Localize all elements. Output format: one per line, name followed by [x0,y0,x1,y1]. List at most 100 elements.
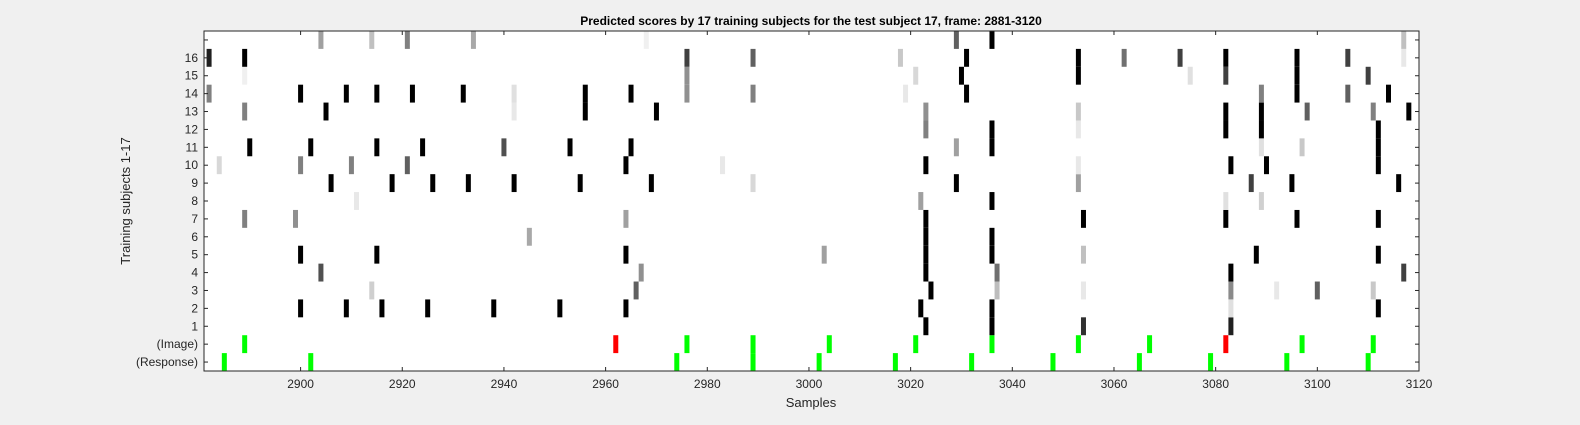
heatmap-cell [989,120,995,139]
heatmap-cell [953,31,959,49]
heatmap-cell [1075,174,1081,193]
heatmap-cell [1075,48,1081,67]
heatmap-cell [1299,138,1305,157]
heatmap-cell [1223,192,1229,210]
heatmap-cell [404,156,410,175]
heatmap-cell [425,299,431,318]
y-tick-label: 8 [191,194,198,208]
heatmap-cell [577,174,583,193]
y-axis-label: Training subjects 1-17 [118,137,133,264]
y-tick-label: 16 [185,51,199,65]
heatmap-cell [989,192,995,210]
heatmap-cell [1258,120,1264,139]
heatmap-cell [348,156,354,175]
heatmap-cell [923,227,929,246]
heatmap-cell [994,281,1000,300]
heatmap-cell [1147,335,1153,354]
y-tick-label: 10 [185,158,199,172]
heatmap-cell [684,335,690,354]
y-tick-label: (Response) [136,355,198,369]
heatmap-cell [989,299,995,318]
heatmap-cell [293,209,299,228]
heatmap-cell [750,353,756,371]
heatmap-cell [923,245,929,264]
x-tick-label: 3020 [897,377,924,391]
heatmap-cell [379,299,385,318]
heatmap-cell [923,209,929,228]
x-tick-label: 2980 [694,377,721,391]
heatmap-cell [1274,281,1280,300]
heatmap-cell [308,353,314,371]
y-tick-label: 5 [191,248,198,262]
x-tick-label: 2940 [491,377,518,391]
heatmap-cell [216,156,222,175]
heatmap-cell [242,335,248,354]
heatmap-cell [720,156,726,175]
heatmap-cell [613,335,619,354]
heatmap-cell [557,299,563,318]
heatmap-cell [897,48,903,67]
heatmap-cell [1385,84,1391,103]
heatmap-cell [206,48,212,67]
heatmap-cell [1136,353,1142,371]
heatmap-cell [1223,48,1229,67]
heatmap-cell [953,138,959,157]
heatmap-cell [923,156,929,175]
heatmap-cell [1121,48,1127,67]
heatmap-cell [1080,245,1086,264]
heatmap-cell [1248,174,1254,193]
heatmap-cell [1258,102,1264,121]
heatmap-cell [374,84,380,103]
x-tick-label: 3080 [1202,377,1229,391]
heatmap-cell [1284,353,1290,371]
heatmap-cell [1177,48,1183,67]
heatmap-cell [465,174,471,193]
heatmap-cell [1258,84,1264,103]
heatmap-cell [653,102,659,121]
heatmap-cell [923,120,929,139]
heatmap-cell [964,48,970,67]
heatmap-cell [923,102,929,121]
heatmap-cell [1228,299,1234,318]
heatmap-cell [750,174,756,193]
chart-title: Predicted scores by 17 training subjects… [580,14,1042,28]
heatmap-cell [1258,192,1264,210]
heatmap-cell [643,31,649,49]
heatmap-cell [343,84,349,103]
heatmap-cell [501,138,507,157]
heatmap-cell [1075,66,1081,85]
heatmap-cell [989,138,995,157]
y-tick-label: 7 [191,212,198,226]
heatmap-cell [989,227,995,246]
y-tick-label: 2 [191,301,198,315]
heatmap-cell [242,102,248,121]
heatmap-cell [567,138,573,157]
heatmap-cell [913,66,919,85]
x-axis-label: Samples [786,395,837,410]
heatmap-cell [389,174,395,193]
heatmap-cell [420,138,426,157]
heatmap-cell [989,317,995,336]
heatmap-cell [1406,102,1412,121]
heatmap-cell [1208,353,1214,371]
heatmap-cell [1223,66,1229,85]
heatmap-cell [1289,174,1295,193]
heatmap-cell [1314,281,1320,300]
heatmap-cell [369,281,375,300]
heatmap-cell [1370,102,1376,121]
heatmap-cell [582,102,588,121]
heatmap-cell [242,209,248,228]
heatmap-cell [969,353,975,371]
heatmap-cell [1401,31,1407,49]
y-tick-label: (Image) [157,337,198,351]
heatmap-cell [1375,120,1381,139]
heatmap-cell [1075,120,1081,139]
heatmap-cell [648,174,654,193]
y-tick-label: 12 [185,122,199,136]
heatmap-cell [638,263,644,282]
heatmap-cell [1299,335,1305,354]
heatmap-cell [1253,245,1259,264]
heatmap-cell [470,31,476,49]
heatmap-cell [826,335,832,354]
heatmap-cell [1223,102,1229,121]
